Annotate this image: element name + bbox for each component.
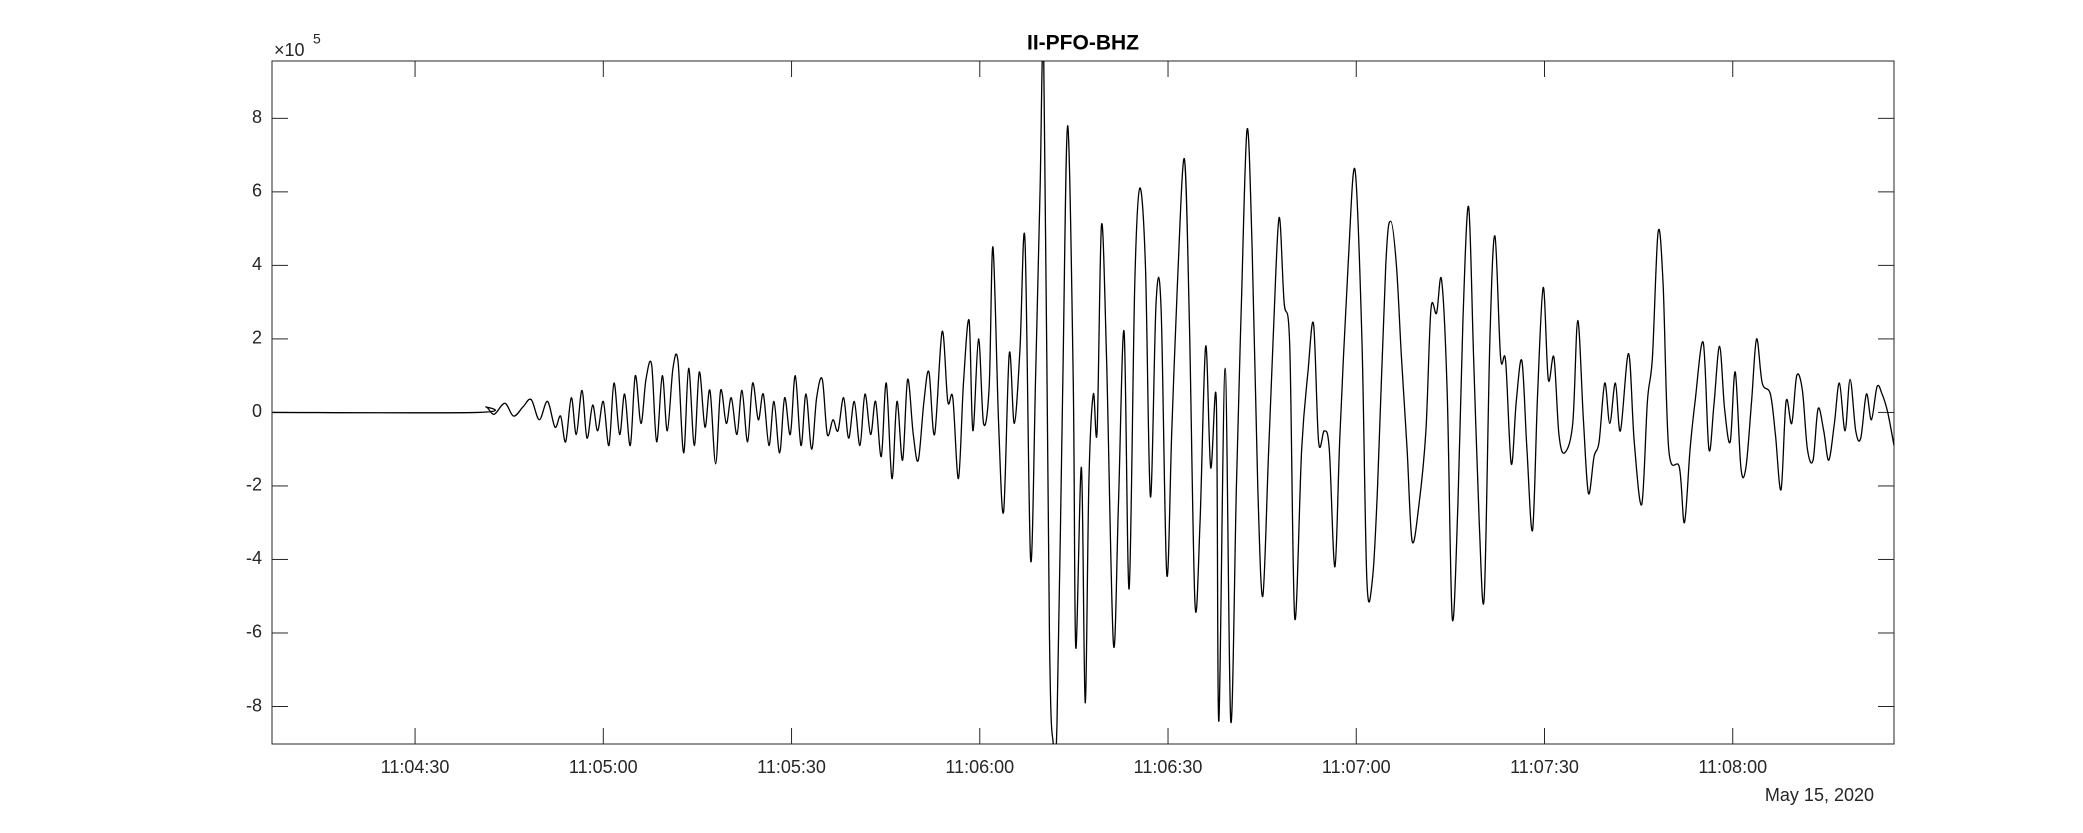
x-tick-label: 11:07:00 (1322, 757, 1391, 777)
x-tick-label: 11:06:00 (945, 757, 1014, 777)
chart-title: II-PFO-BHZ (1027, 32, 1139, 55)
y-tick-label: -2 (246, 475, 262, 495)
x-date-label: May 15, 2020 (1765, 785, 1874, 805)
y-tick-label: -8 (246, 695, 262, 715)
y-tick-label: 8 (252, 107, 262, 127)
x-tick-label: 11:04:30 (381, 757, 450, 777)
waveform-line (272, 61, 1894, 744)
y-tick-label: 6 (252, 181, 262, 201)
y-tick-label: 2 (252, 328, 262, 348)
y-tick-label: 0 (252, 401, 262, 421)
y-tick-label: -6 (246, 622, 262, 642)
y-exponent: 5 (313, 31, 321, 47)
y-multiplier: ×10 (274, 40, 305, 60)
x-tick-label: 11:06:30 (1134, 757, 1203, 777)
y-tick-label: -4 (246, 548, 262, 568)
x-tick-label: 11:05:30 (757, 757, 826, 777)
x-tick-label: 11:08:00 (1698, 757, 1767, 777)
plot-area (271, 60, 1895, 745)
x-tick-label: 11:05:00 (569, 757, 638, 777)
y-tick-label: 4 (252, 254, 262, 274)
x-tick-label: 11:07:30 (1510, 757, 1579, 777)
